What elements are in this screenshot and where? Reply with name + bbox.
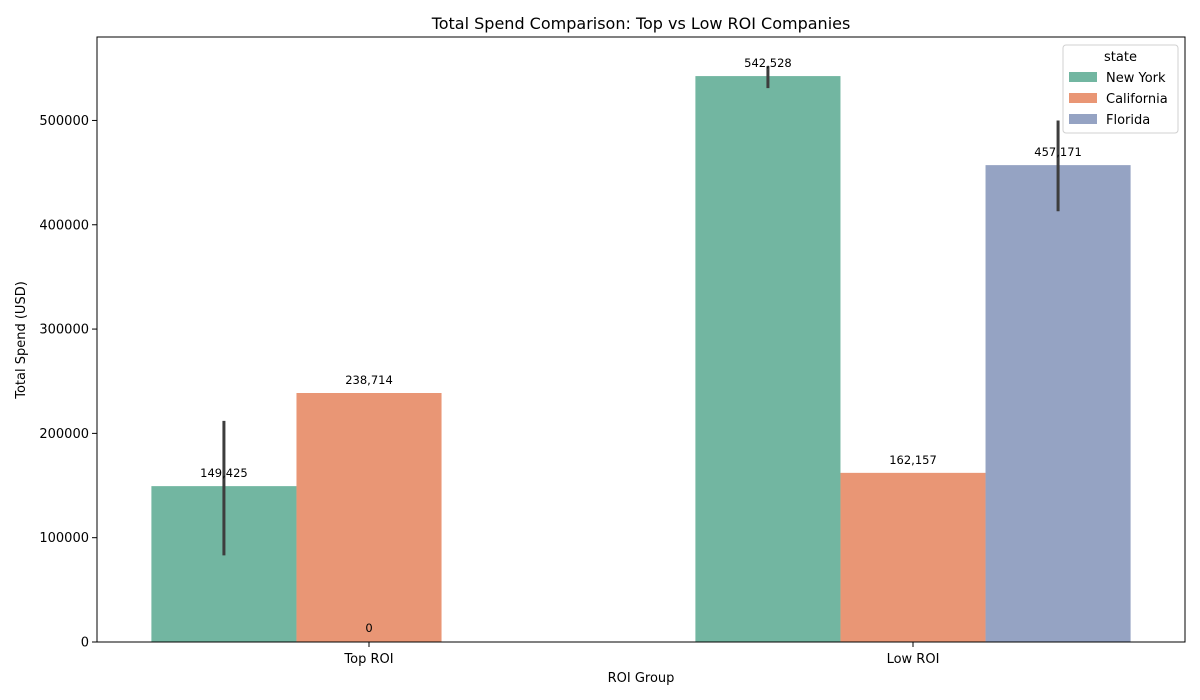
plot-area: 149,425 542,528 238,714 162,157 457,171 0 Top … [39,36,1186,667]
legend-box [1062,44,1179,134]
legend-label-new-york: New York [1106,71,1166,86]
bar-california-low-roi [840,472,986,642]
x-tick-label: Top ROI [343,652,393,667]
bar-new-york-low-roi [695,76,841,643]
bar-california-top-roi [296,393,442,642]
legend-title: state [1104,50,1137,65]
y-tick-label: 0 [81,636,89,651]
legend-swatch-florida [1069,114,1097,124]
data-label: 238,714 [345,373,393,387]
legend-label-florida: Florida [1106,113,1150,128]
x-axis-label: ROI Group [608,671,675,686]
data-label: 0 [365,621,372,635]
legend-label-california: California [1106,92,1168,107]
plot-frame [96,36,1186,643]
y-tick-label: 500000 [39,114,89,129]
y-tick-label: 300000 [39,323,89,338]
data-label: 149,425 [200,466,248,480]
x-tick-label: Low ROI [887,652,940,667]
y-tick-label: 100000 [39,531,89,546]
y-tick-label: 400000 [39,218,89,233]
legend-swatch-new-york [1069,72,1097,82]
legend-swatch-california [1069,93,1097,103]
data-label: 542,528 [744,56,792,70]
chart-title: Total Spend Comparison: Top vs Low ROI C… [431,14,851,33]
y-axis-label: Total Spend (USD) [14,281,29,400]
data-label: 162,157 [889,453,937,467]
bar-florida-low-roi [985,165,1131,642]
data-label: 457,171 [1034,145,1082,159]
y-tick-label: 200000 [39,427,89,442]
legend: state New York California Florida [1062,44,1179,134]
